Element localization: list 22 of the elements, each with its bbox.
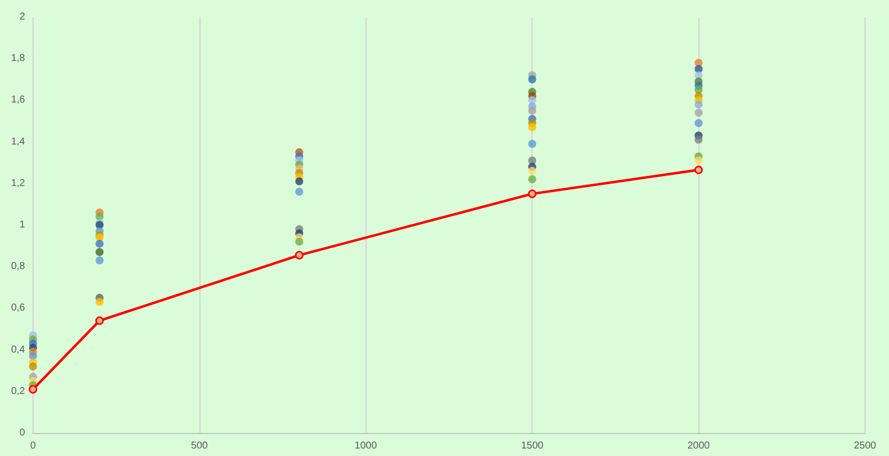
y-tick-label: 1,4 xyxy=(11,136,26,148)
y-tick-label: 0,4 xyxy=(11,344,26,356)
x-tick-label: 2500 xyxy=(854,440,877,452)
y-tick-label: 0,6 xyxy=(11,302,26,314)
y-tick-label: 1,8 xyxy=(11,53,26,64)
x-tick-label: 2000 xyxy=(687,440,710,452)
y-tick-label: 0,2 xyxy=(11,386,26,397)
point xyxy=(95,316,104,325)
y-tick-label: 1,6 xyxy=(11,94,26,106)
point xyxy=(528,190,536,198)
y-tick-label: 1 xyxy=(19,220,26,230)
x-tick-label: 0 xyxy=(30,440,36,452)
y-tick-label: 2 xyxy=(19,12,26,22)
x-tick-label: 1000 xyxy=(354,440,378,452)
x-tick-label: 1500 xyxy=(521,440,544,452)
point xyxy=(28,385,38,394)
x-tick-label: 500 xyxy=(191,440,208,452)
y-tick-label: 0 xyxy=(19,428,26,438)
point xyxy=(294,250,304,260)
y-tick-label: 0,8 xyxy=(11,261,26,272)
y-tick-label: 1,2 xyxy=(11,178,26,189)
point xyxy=(694,166,703,174)
